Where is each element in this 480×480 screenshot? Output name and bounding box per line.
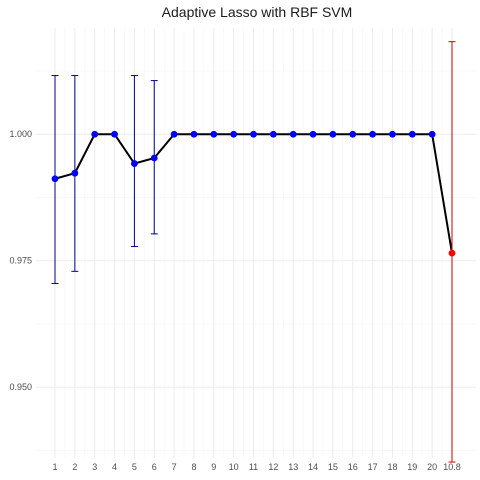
data-point: [91, 130, 99, 138]
y-tick-label: 0.975: [9, 256, 32, 266]
data-point: [369, 130, 376, 138]
data-point: [250, 130, 257, 138]
data-point: [51, 175, 59, 183]
x-tick-label: 11: [249, 462, 258, 472]
data-point: [309, 130, 317, 138]
x-tick-label: 10.8: [443, 462, 461, 472]
data-point: [150, 154, 158, 162]
data-points: [51, 130, 456, 257]
data-point: [131, 160, 138, 167]
data-point: [170, 130, 178, 138]
x-tick-label: 19: [407, 462, 417, 472]
data-point: [269, 130, 277, 138]
x-tick-label: 15: [328, 462, 338, 472]
x-tick-label: 1: [52, 462, 57, 472]
y-axis: 0.950 0.975 1.000: [9, 129, 32, 392]
x-tick-label: 4: [112, 462, 117, 472]
data-point: [349, 130, 357, 138]
y-tick-label: 0.950: [9, 382, 32, 392]
data-point: [448, 249, 456, 257]
x-tick-label: 13: [288, 462, 298, 472]
x-tick-label: 20: [427, 462, 437, 472]
data-point: [230, 130, 238, 138]
data-point: [289, 130, 297, 138]
x-tick-label: 18: [387, 462, 397, 472]
grid: [36, 28, 476, 458]
x-axis: 1 2 3 4 5 6 7 8 9 10 11 12 13 14 15 16 17 18 19 20 10.8: [52, 462, 460, 472]
x-tick-label: 17: [368, 462, 378, 472]
data-point: [210, 130, 218, 138]
x-tick-label: 7: [172, 462, 177, 472]
x-tick-label: 12: [268, 462, 278, 472]
x-tick-label: 16: [348, 462, 358, 472]
data-point: [71, 169, 79, 177]
x-tick-label: 14: [308, 462, 318, 472]
x-tick-label: 5: [132, 462, 137, 472]
x-tick-label: 8: [191, 462, 196, 472]
x-tick-label: 2: [72, 462, 77, 472]
data-point: [111, 130, 118, 138]
data-point: [190, 130, 198, 138]
x-tick-label: 9: [211, 462, 216, 472]
y-tick-label: 1.000: [9, 129, 32, 139]
x-tick-label: 6: [152, 462, 157, 472]
chart-title: Adaptive Lasso with RBF SVM: [162, 4, 353, 20]
x-tick-label: 3: [92, 462, 97, 472]
x-tick-label: 10: [229, 462, 239, 472]
data-point: [389, 130, 396, 138]
data-point: [329, 130, 337, 138]
data-point: [428, 130, 436, 138]
data-point: [408, 130, 416, 138]
